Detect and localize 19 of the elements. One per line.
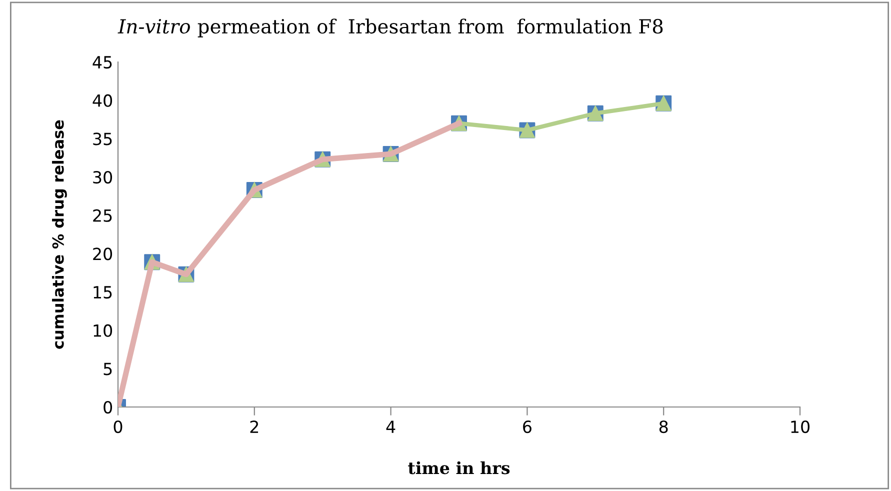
y-tick-label: 30: [93, 170, 112, 184]
y-tick-label: 10: [94, 324, 112, 337]
y-tick-label: 25: [93, 209, 112, 222]
x-tick-label: 0: [114, 420, 122, 434]
y-tick-label: 35: [93, 132, 112, 146]
y-tick-label: 15: [94, 286, 112, 299]
x-tick-label: 6: [523, 420, 532, 434]
x-tick-label: 4: [386, 420, 396, 433]
y-tick-label: 40: [92, 94, 112, 107]
x-tick-label: 8: [659, 420, 668, 434]
x-axis-title: time in hrs: [408, 461, 510, 474]
chart-title: In-vitro permeation of Irbesartan from formulation F8: [118, 18, 663, 38]
y-tick-label: 45: [92, 56, 112, 69]
y-axis-title: cumulative % drug release: [52, 120, 67, 349]
y-tick-label: 0: [104, 400, 112, 414]
x-tick-label: 10: [791, 420, 810, 434]
x-tick-label: 2: [250, 420, 258, 433]
y-tick-label: 5: [104, 362, 112, 376]
y-tick-label: 20: [93, 248, 112, 260]
